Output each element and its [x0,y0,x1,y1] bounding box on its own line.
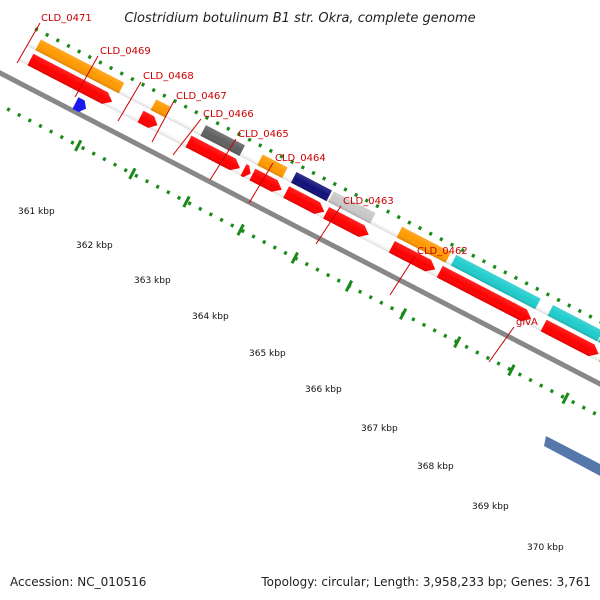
accession-text: Accession: NC_010516 [10,575,146,589]
leader-cld-0466 [172,118,202,156]
gene-labels: CLD_0471 CLD_0469 CLD_0468 CLD_0467 CLD_… [41,13,538,328]
tick-label-364: 364 kbp [192,312,229,322]
tick-label-367: 367 kbp [361,424,398,434]
gene-label-cld-0465[interactable]: CLD_0465 [238,129,289,140]
scale-labels: 361 kbp 362 kbp 363 kbp 364 kbp 365 kbp … [18,207,564,553]
tick-label-362: 362 kbp [76,241,113,251]
tick-label-366: 366 kbp [305,385,342,395]
tick-label-361: 361 kbp [18,207,55,217]
genome-backbone [0,66,600,430]
gene-label-cld-0466[interactable]: CLD_0466 [203,109,254,120]
feature-track-outer-shading [26,34,600,405]
gene-label-cld-0462[interactable]: CLD_0462 [417,246,468,257]
blue-feature-marker [72,97,87,113]
gene-label-cld-0464[interactable]: CLD_0464 [275,153,326,164]
tick-label-369: 369 kbp [472,502,509,512]
major-tick-363 [182,195,191,208]
feature-track-inner-shading [18,49,600,420]
feature-track-inner [18,49,600,420]
gene-label-glva[interactable]: glvA [516,317,538,328]
gene-leader-lines [16,22,515,363]
map-title: Clostridium botulinum B1 str. Okra, comp… [124,11,475,26]
leader-glva [488,326,515,363]
leader-cld-0464 [248,162,274,204]
major-tick-364 [236,223,245,236]
gene-label-cld-0467[interactable]: CLD_0467 [176,91,227,102]
topology-text: Topology: circular; Length: 3,958,233 bp… [260,575,591,589]
gene-label-cld-0463[interactable]: CLD_0463 [343,196,394,207]
major-tick-370 [561,392,570,405]
genome-track [0,27,600,446]
scale-ticks [0,27,600,446]
major-tick-368 [453,336,462,349]
tick-label-365: 365 kbp [249,349,286,359]
major-tick-366 [344,279,354,292]
leader-cld-0471 [16,22,41,64]
leader-cld-0463 [315,205,342,245]
major-tick-362 [128,167,137,180]
major-tick-367 [399,308,408,321]
tick-label-368: 368 kbp [417,462,454,472]
tick-label-370: 370 kbp [527,543,564,553]
feature-track-outer [26,34,600,405]
gene-label-cld-0469[interactable]: CLD_0469 [100,46,151,57]
leader-cld-0465 [209,138,237,181]
major-tick-365 [290,251,299,264]
leader-cld-0462 [389,255,416,296]
gene-label-cld-0468[interactable]: CLD_0468 [143,71,194,82]
major-tick-369 [507,364,516,377]
tick-label-363: 363 kbp [134,276,171,286]
leader-cld-0469 [74,55,99,98]
major-tick-361 [74,139,83,152]
leader-cld-0468 [117,81,142,122]
gene-label-cld-0471[interactable]: CLD_0471 [41,13,92,24]
leader-cld-0467 [151,100,175,143]
feature-slate-block [544,436,600,476]
